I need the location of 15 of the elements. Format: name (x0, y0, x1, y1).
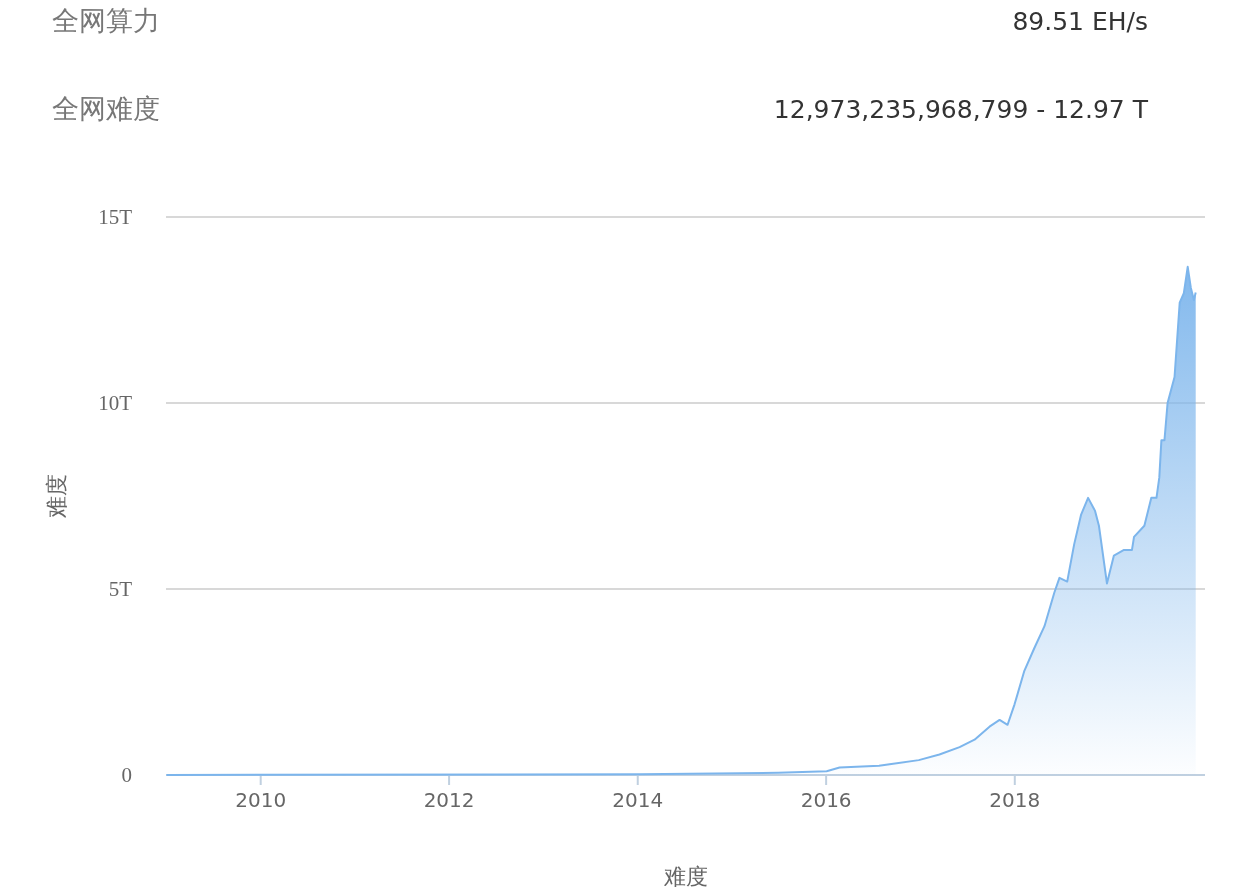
y-tick-label: 10T (98, 391, 133, 416)
text: 12,973,235,968,799 - 12.97 T (773, 95, 1149, 124)
text: 89.51 EH/s (1012, 7, 1148, 36)
text: 全网算力 (52, 5, 160, 36)
y-axis-title: 难度 (44, 474, 69, 519)
x-tick-label: 2016 (800, 788, 852, 813)
y-tick-label: 5T (108, 577, 133, 602)
y-tick-label: 15T (98, 205, 133, 230)
text: 全网难度 (52, 93, 160, 124)
x-tick-label: 2012 (423, 788, 475, 813)
x-tick-label: 2018 (989, 788, 1041, 813)
x-axis-title: 难度 (662, 864, 708, 887)
x-tick-label: 2014 (612, 788, 664, 813)
x-tick-label: 2010 (235, 788, 287, 813)
y-tick-label: 0 (121, 763, 132, 788)
